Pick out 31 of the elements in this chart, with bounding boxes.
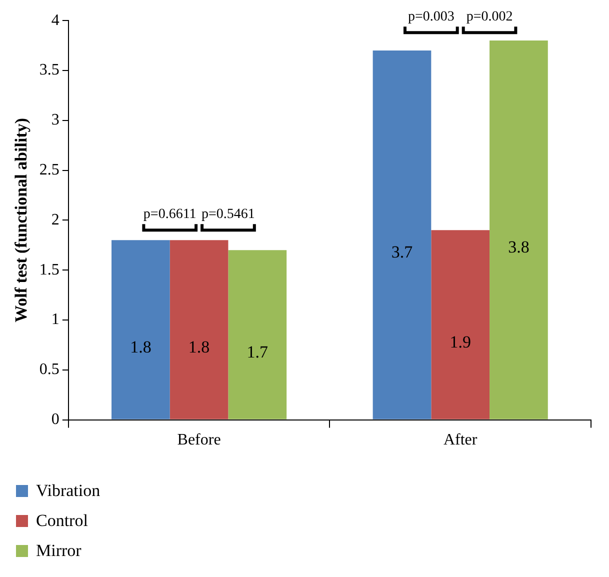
x-tick-label: Before — [177, 432, 221, 449]
y-axis-title: Wolf test (functional ability) — [12, 118, 31, 322]
data-label: 1.8 — [130, 337, 152, 356]
y-tick-label: 2 — [51, 211, 60, 228]
legend-label: Control — [36, 511, 88, 531]
legend-label: Vibration — [36, 481, 100, 501]
y-tick-label: 3.5 — [39, 62, 60, 79]
bar — [228, 250, 287, 420]
x-tick-label: After — [443, 432, 478, 449]
y-tick-label: 0 — [51, 411, 60, 428]
bar — [431, 230, 490, 420]
y-tick-label: 2.5 — [39, 162, 60, 179]
annotation: p=0.003 — [408, 9, 454, 24]
y-tick-label: 1 — [51, 311, 60, 328]
bar — [112, 240, 170, 420]
data-label: 3.8 — [508, 238, 530, 257]
bar — [170, 240, 228, 420]
y-tick-label: 1.5 — [39, 261, 60, 278]
annotation: p=0.5461 — [202, 206, 255, 222]
bar — [490, 40, 548, 420]
legend-label: Mirror — [36, 541, 82, 561]
y-tick-label: 0.5 — [39, 361, 60, 378]
data-label: 1.7 — [246, 342, 269, 362]
bar — [372, 50, 432, 420]
annotation: p=0.002 — [466, 9, 513, 24]
data-label: 3.7 — [391, 242, 414, 262]
y-tick-label: 3 — [51, 112, 60, 129]
y-tick-label: 4 — [51, 12, 60, 29]
data-label: 1.8 — [188, 337, 210, 356]
annotation: p=0.6611 — [143, 206, 196, 222]
data-label: 1.9 — [450, 332, 471, 352]
